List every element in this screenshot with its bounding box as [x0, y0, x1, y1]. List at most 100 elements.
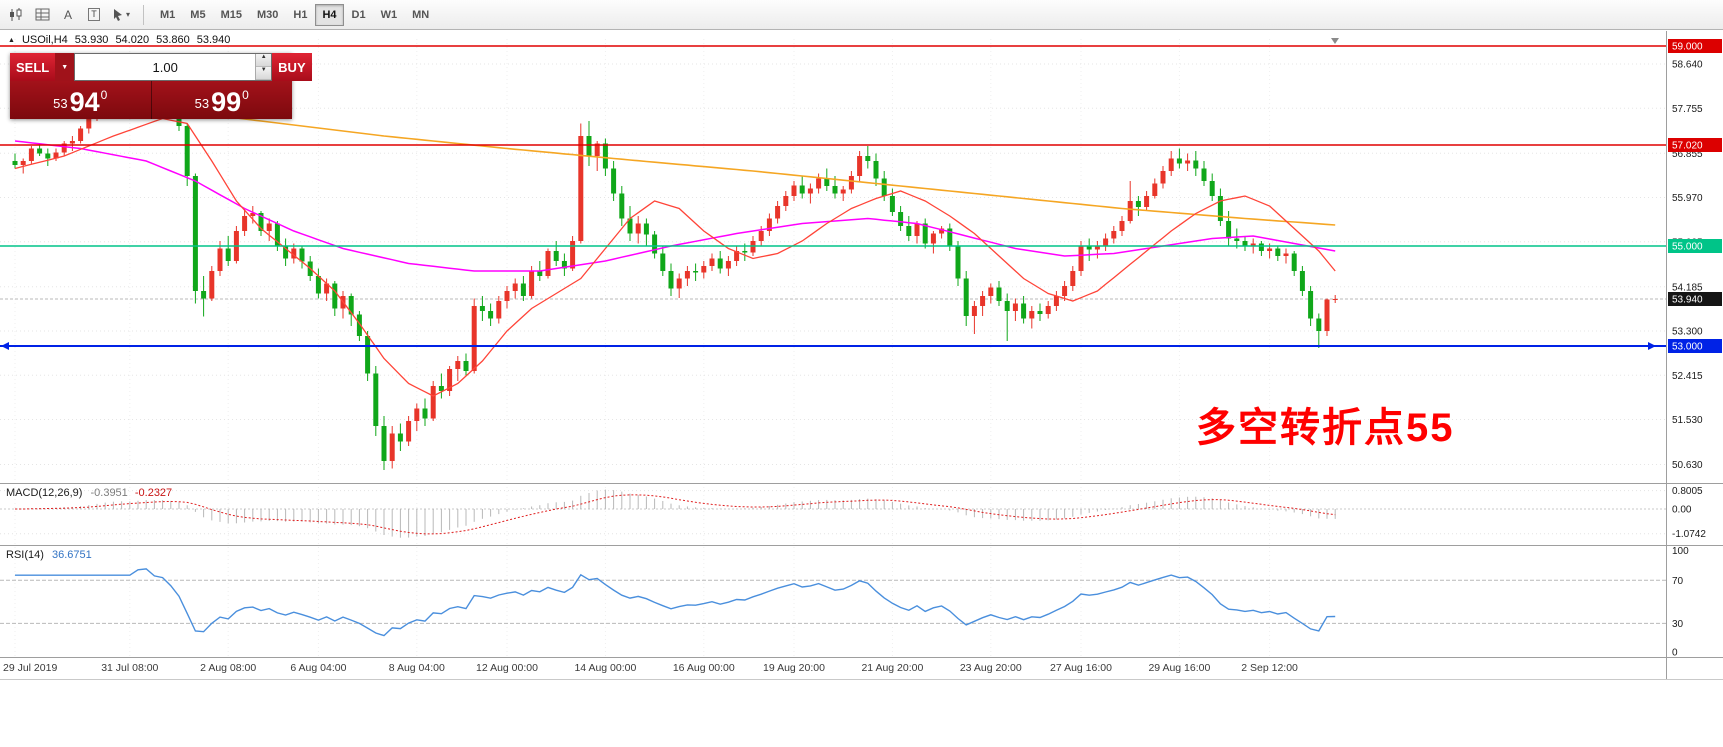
candle-body: [1275, 248, 1281, 256]
time-axis-label: 6 Aug 04:00: [290, 662, 346, 674]
timeframe-button-m15[interactable]: M15: [214, 4, 249, 26]
ohlc-high: 54.020: [115, 34, 150, 46]
price-badge-57.020[interactable]: [1668, 138, 1722, 152]
indicators-grid-icon[interactable]: [30, 3, 54, 27]
candle-body: [1201, 168, 1207, 181]
price-axis-label: 50.630: [1672, 460, 1703, 471]
text-tool-icon[interactable]: T: [82, 3, 106, 27]
candle-body: [1004, 301, 1010, 311]
candle-body: [78, 128, 84, 141]
timeframe-button-mn[interactable]: MN: [405, 4, 436, 26]
font-tool-icon[interactable]: A: [56, 3, 80, 27]
volume-options-button[interactable]: ▼: [55, 53, 75, 81]
timeframe-button-m1[interactable]: M1: [153, 4, 182, 26]
time-axis-label: 29 Aug 16:00: [1148, 662, 1210, 674]
timeframe-button-d1[interactable]: D1: [345, 4, 373, 26]
candle-body: [299, 248, 305, 262]
candle-body: [1078, 246, 1084, 271]
buy-price-display[interactable]: 53 99 0: [150, 81, 293, 119]
timeframe-button-m30[interactable]: M30: [250, 4, 285, 26]
volume-decrease-button[interactable]: ▼: [256, 67, 272, 80]
volume-input[interactable]: [75, 54, 256, 80]
price-badge-text: 53.000: [1672, 342, 1703, 353]
candle-body: [947, 228, 953, 246]
candle-body: [69, 141, 75, 144]
candle-body: [20, 161, 26, 165]
candle-body: [775, 206, 781, 219]
candle-body: [873, 161, 879, 179]
candle-body: [86, 118, 92, 129]
candle-body: [709, 258, 715, 266]
sell-button[interactable]: SELL: [10, 53, 56, 81]
candle-body: [438, 386, 444, 391]
candle-body: [1127, 201, 1133, 221]
last-bar-marker: [1331, 38, 1339, 44]
chart-window: 58.64057.75556.85555.97055.08554.18553.3…: [0, 31, 1723, 747]
candle-body: [1037, 311, 1043, 314]
rsi-axis-label: 100: [1672, 546, 1689, 557]
time-axis-label: 29 Jul 2019: [3, 662, 57, 674]
price-axis-label: 55.970: [1672, 193, 1703, 204]
candle-body: [635, 223, 641, 234]
hline-left-arrow: [1, 342, 9, 350]
candle-body: [332, 283, 338, 309]
candle-body: [1086, 246, 1092, 250]
timeframe-button-h1[interactable]: H1: [286, 4, 314, 26]
time-axis-label: 16 Aug 00:00: [673, 662, 735, 674]
candle-body: [365, 336, 371, 374]
candle-body: [184, 126, 190, 176]
candle-body: [1160, 171, 1166, 184]
candle-body: [356, 314, 362, 336]
sell-price-display[interactable]: 53 94 0: [10, 81, 151, 119]
candle-body: [1258, 243, 1264, 251]
buy-button[interactable]: BUY: [272, 53, 312, 81]
timeframe-button-h4[interactable]: H4: [315, 3, 344, 26]
candle-body: [1029, 311, 1035, 319]
buy-price-big: 99: [211, 87, 242, 117]
candle-body: [537, 271, 543, 276]
candle-body: [939, 228, 945, 234]
vertical-gridlines: [14, 39, 1271, 656]
price-badge-53.940[interactable]: [1668, 292, 1722, 306]
expand-marker-icon: ▲: [8, 36, 15, 44]
candle-body: [955, 246, 961, 279]
candle-body: [988, 287, 994, 296]
candle-body: [258, 213, 264, 231]
cursor-tool-icon[interactable]: ▾: [108, 3, 134, 27]
macd-signal-line: [15, 494, 1336, 535]
time-axis-label: 19 Aug 20:00: [763, 662, 825, 674]
candle-body: [857, 156, 863, 176]
timeframe-button-m5[interactable]: M5: [183, 4, 212, 26]
price-badge-text: 53.940: [1672, 295, 1703, 306]
candle-body: [1283, 253, 1289, 256]
candle-body: [217, 248, 223, 271]
candlestick-series[interactable]: [12, 73, 1338, 471]
time-axis-label: 8 Aug 04:00: [389, 662, 445, 674]
price-badge-53.000[interactable]: [1668, 339, 1722, 353]
candle-body: [652, 234, 658, 254]
candle-body: [496, 301, 502, 319]
candle-body: [758, 231, 764, 241]
ohlc-close: 53.940: [196, 34, 231, 46]
candle-body: [1185, 160, 1191, 164]
candle-body: [414, 408, 420, 421]
price-axis-label: 53.300: [1672, 327, 1703, 338]
price-badge-59.000[interactable]: [1668, 39, 1722, 53]
candle-body: [1053, 296, 1059, 306]
candle-body: [676, 278, 682, 289]
chart-type-icon[interactable]: [4, 3, 28, 27]
candle-body: [447, 369, 453, 391]
price-badge-55.000[interactable]: [1668, 239, 1722, 253]
price-axis-label: 52.415: [1672, 371, 1703, 382]
volume-increase-button[interactable]: ▲: [256, 54, 272, 67]
candle-body: [315, 276, 321, 294]
main-chart-canvas[interactable]: 58.64057.75556.85555.97055.08554.18553.3…: [0, 31, 1723, 691]
candle-body: [971, 306, 977, 316]
candle-body: [1209, 181, 1215, 196]
time-axis-label: 21 Aug 20:00: [861, 662, 923, 674]
candle-body: [848, 176, 854, 190]
one-click-trading-panel: SELL ▼ ▲ ▼ BUY 53 94 0 53 99 0: [10, 53, 312, 119]
time-axis-label: 31 Jul 08:00: [101, 662, 158, 674]
candlestick-chart-icon: [10, 7, 22, 21]
timeframe-button-w1[interactable]: W1: [374, 4, 405, 26]
